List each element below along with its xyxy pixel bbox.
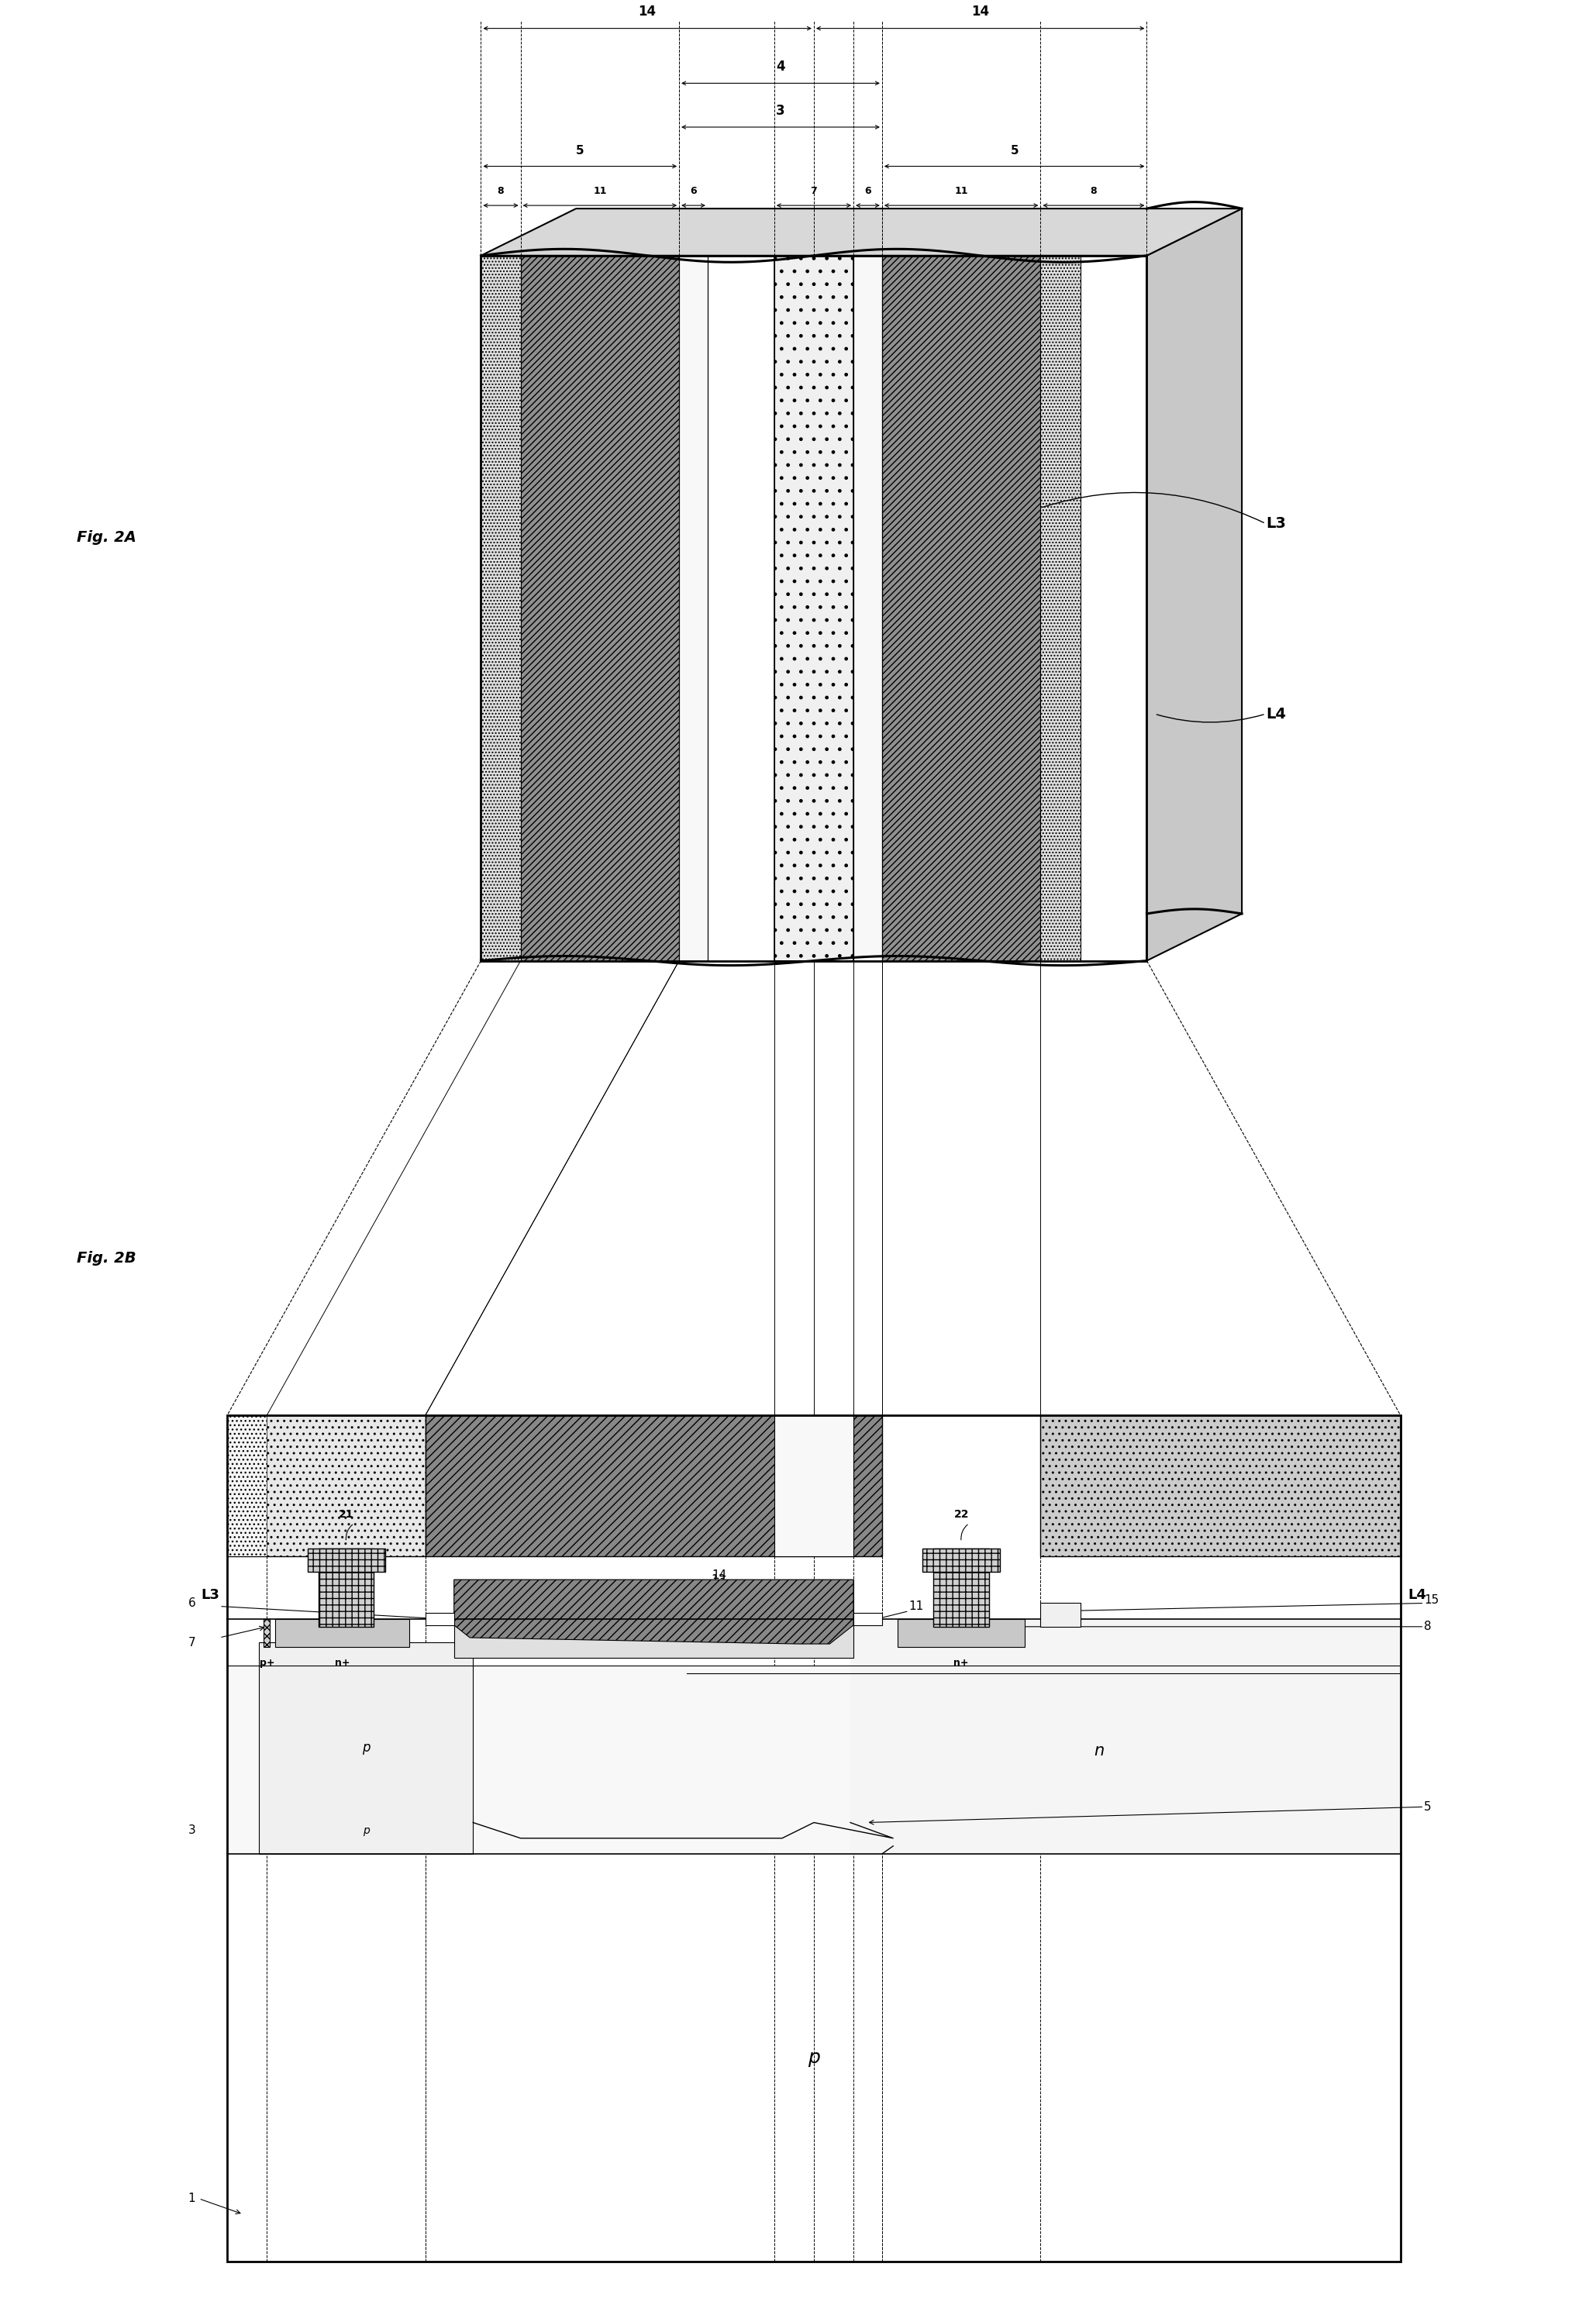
Text: 4: 4 (776, 60, 785, 74)
Bar (934, 1549, 990, 1627)
Bar (851, 1618, 1400, 1854)
Text: 14: 14 (712, 1570, 726, 1581)
Bar (774, 255, 854, 961)
Bar (453, 1579, 854, 1625)
Text: 13: 13 (712, 1574, 726, 1586)
Bar (319, 1549, 373, 1627)
Text: n+: n+ (335, 1657, 350, 1668)
Text: p+: p+ (260, 1657, 275, 1668)
Bar (680, 255, 707, 961)
Text: 8: 8 (1090, 186, 1096, 195)
Bar (774, 1416, 854, 1556)
Bar (259, 1643, 472, 1854)
Text: 21: 21 (338, 1510, 354, 1519)
Polygon shape (453, 1579, 854, 1643)
Text: n: n (1095, 1742, 1104, 1758)
Text: L3: L3 (1266, 517, 1286, 531)
Bar (1041, 1604, 1080, 1627)
Bar (854, 1613, 883, 1625)
Text: 11: 11 (954, 186, 969, 195)
Text: 7: 7 (811, 186, 817, 195)
Text: 22: 22 (954, 1510, 969, 1519)
Polygon shape (1148, 209, 1242, 961)
Bar (227, 1416, 426, 1556)
Bar (854, 255, 883, 961)
Bar (453, 1625, 854, 1657)
Text: L4: L4 (1266, 705, 1286, 722)
Bar (480, 255, 520, 961)
Text: 7: 7 (188, 1636, 196, 1648)
Bar (1041, 1416, 1400, 1556)
Text: L4: L4 (1408, 1588, 1427, 1602)
Text: p: p (362, 1825, 369, 1836)
Bar (227, 1416, 267, 1556)
Text: 5: 5 (1424, 1802, 1432, 1813)
Text: 3: 3 (188, 1825, 196, 1836)
Text: 1: 1 (188, 2192, 196, 2204)
Text: 6: 6 (188, 1597, 196, 1609)
Bar (480, 255, 1148, 961)
Bar (883, 255, 1041, 961)
Bar (227, 1854, 1400, 2261)
Bar (1041, 255, 1080, 961)
Text: 11: 11 (594, 186, 606, 195)
Bar (426, 1613, 453, 1625)
Text: 8: 8 (498, 186, 504, 195)
Text: n+: n+ (954, 1657, 969, 1668)
Bar (227, 1416, 1400, 2261)
Text: 14: 14 (972, 5, 990, 18)
Text: 5: 5 (1010, 145, 1018, 156)
Bar (899, 1618, 1025, 1648)
Text: Fig. 2B: Fig. 2B (77, 1250, 136, 1266)
Text: 8: 8 (1424, 1620, 1432, 1632)
Text: L3: L3 (201, 1588, 219, 1602)
Bar (520, 255, 680, 961)
Text: p: p (808, 2048, 820, 2066)
Text: 14: 14 (638, 5, 656, 18)
Bar (263, 1618, 270, 1648)
Text: 6: 6 (865, 186, 871, 195)
Text: Fig. 2A: Fig. 2A (77, 531, 136, 545)
Text: 11: 11 (910, 1599, 924, 1613)
Bar (227, 1666, 1400, 1854)
Text: 3: 3 (776, 103, 785, 117)
Text: 15: 15 (1424, 1595, 1440, 1606)
Bar (275, 1618, 410, 1648)
Polygon shape (480, 209, 1242, 255)
Text: 5: 5 (576, 145, 584, 156)
Text: p: p (362, 1742, 370, 1756)
Bar (308, 1549, 385, 1572)
Bar (426, 1416, 883, 1556)
Text: 6: 6 (689, 186, 697, 195)
Bar (922, 1549, 1001, 1572)
Bar (227, 1416, 267, 1556)
